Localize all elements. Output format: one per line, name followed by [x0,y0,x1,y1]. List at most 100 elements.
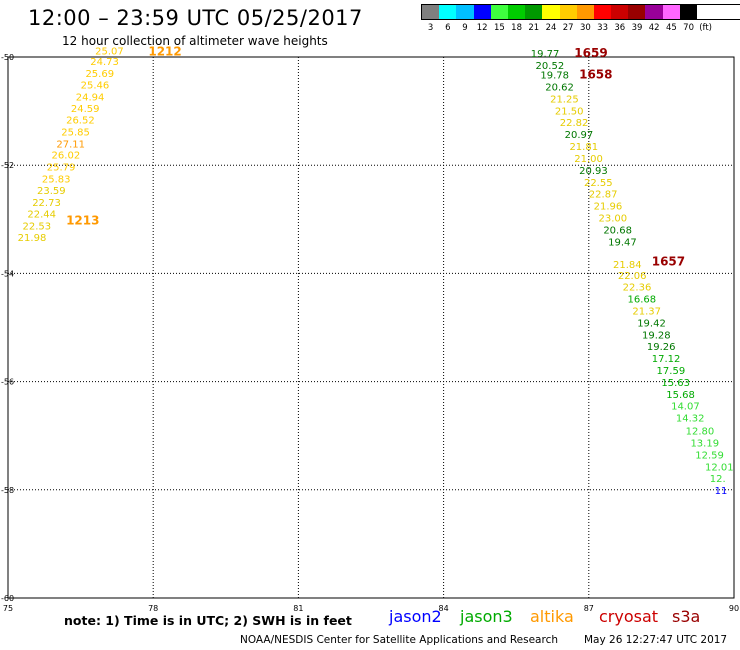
wave-height-label: 12.59 [695,450,724,461]
legend-label: 21 [528,23,540,33]
map-frame [7,56,735,599]
wave-height-label: 14.32 [676,414,705,425]
footer-timestamp: May 26 12:27:47 UTC 2017 [584,634,728,646]
wave-height-label: 21.81 [569,142,598,153]
wave-height-label: 22.82 [560,118,589,129]
wave-height-label: 14.07 [671,402,700,413]
wave-height-label: 19.26 [647,342,676,353]
wave-height-label: 26.02 [52,151,81,162]
wave-height-label: 20.62 [545,83,574,94]
legend-swatch [645,5,663,19]
legend-label: 24 [545,23,557,33]
wave-height-label: 15.68 [666,390,695,401]
x-tick-label: 81 [293,604,303,613]
y-tick-label: -52 [1,161,14,170]
wave-height-label: 19.78 [540,71,569,82]
satellite-label-jason3: jason3 [460,607,513,626]
legend-swatch [628,5,646,19]
y-tick-label: -56 [1,378,14,387]
wave-height-label: 26.52 [66,116,95,127]
legend-label: 30 [579,23,591,33]
legend-label: 45 [665,23,677,33]
legend-swatch [422,5,440,19]
legend-label-row: 3 6 9 12 15 18 21 24 27 30 33 36 39 42 45 70 (ft) [421,20,740,34]
wave-height-label: 21.98 [18,233,47,244]
legend-swatch [662,5,680,19]
wave-height-label: 25.46 [81,80,110,91]
legend-swatch [559,5,577,19]
pass-time-label: 1657 [652,254,685,268]
legend-label: 39 [631,23,643,33]
legend-label: 42 [648,23,660,33]
wave-height-label: 22.53 [23,222,52,233]
footer-note: note: 1) Time is in UTC; 2) SWH is in fe… [64,613,352,628]
wave-height-label: 24.73 [90,57,119,68]
wave-height-label: 21.96 [594,202,623,213]
legend-label: 15 [493,23,505,33]
wave-height-label: 25.79 [47,163,76,174]
legend-label: 6 [445,23,451,33]
y-tick-label: -58 [1,486,14,495]
wave-height-label: 21.50 [555,106,584,117]
page-title: 12:00 – 23:59 UTC 05/25/2017 [28,6,363,30]
wave-height-label: 22.87 [589,190,618,201]
wave-height-label: 15.63 [661,378,690,389]
page-subtitle: 12 hour collection of altimeter wave hei… [62,34,328,48]
legend-swatch [525,5,543,19]
legend-unit: (ft) [699,23,712,33]
legend-swatch [507,5,526,19]
legend-label: 27 [562,23,574,33]
x-tick-label: 90 [729,604,739,613]
satellite-label-cryosat: cryosat [599,607,659,626]
legend-swatch [439,5,457,19]
legend-swatch [611,5,629,19]
legend-swatch [456,5,474,19]
legend-label: 70 [683,23,695,33]
satellite-label-s3a: s3a [672,607,701,626]
y-tick-label: -54 [1,269,14,278]
legend-swatch-bar [421,4,740,20]
wave-height-label: 19.42 [637,318,666,329]
legend-label: 3 [427,23,434,33]
wave-height-label: 17.12 [652,354,681,365]
x-tick-label: 84 [439,604,449,613]
legend-label: 12 [476,23,488,33]
wave-height-label: 25.83 [42,175,71,186]
legend-label: 9 [462,23,468,33]
wave-height-label: 25.07 [95,46,124,57]
x-tick-label: 75 [3,604,13,613]
legend-swatch [679,5,697,19]
y-tick-label: -60 [1,594,14,603]
wave-height-label: 22.55 [584,178,613,189]
wave-height-label: 24.59 [71,104,100,115]
wave-height-label: 21.00 [574,154,603,165]
legend-label: 36 [614,23,626,33]
legend-swatch [542,5,560,19]
satellite-label-jason2: jason2 [389,607,442,626]
legend-swatch [473,5,491,19]
legend-swatch [490,5,508,19]
pass-time-label: 1213 [66,214,99,228]
wave-height-label: 22.36 [623,283,652,294]
wave-height-label: 12.01 [705,462,734,473]
wave-height-label: 19.77 [531,49,560,60]
x-tick-label: 87 [584,604,594,613]
legend-label: 18 [511,23,523,33]
legend-swatch [593,5,612,19]
wave-height-label: 20.97 [565,130,594,141]
wave-height-label: 22.73 [32,198,61,209]
pass-time-label: 1658 [579,68,612,82]
wave-height-label: 21.84 [613,260,642,271]
wave-height-label: 23.00 [598,213,627,224]
wave-height-label: 17.59 [657,366,686,377]
pass-time-label: 1659 [574,46,607,60]
wave-height-label: 23.59 [37,186,66,197]
footer-credit: NOAA/NESDIS Center for Satellite Applica… [240,634,558,646]
wave-height-label: 16.68 [628,295,657,306]
wave-height-label: 25.69 [85,69,114,80]
legend-label: 33 [597,23,609,33]
wave-height-label: 20.52 [536,61,565,72]
x-tick-label: 78 [148,604,158,613]
satellite-label-altika: altika [530,607,574,626]
